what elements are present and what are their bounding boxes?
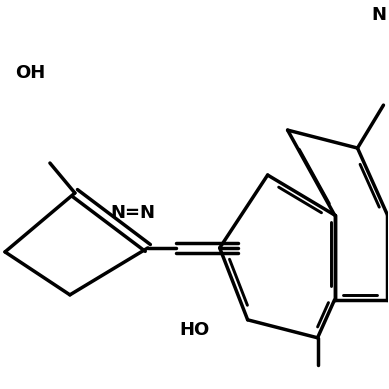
Text: N: N (371, 6, 386, 24)
Text: N=N: N=N (111, 204, 156, 222)
Text: HO: HO (179, 321, 209, 339)
Text: OH: OH (16, 64, 46, 82)
